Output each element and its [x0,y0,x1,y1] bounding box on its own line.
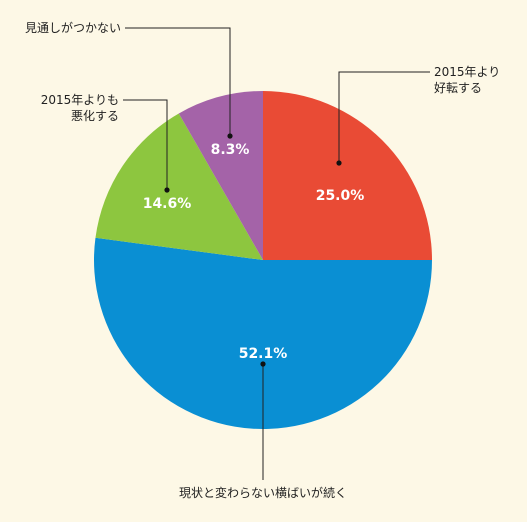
pie-slices [94,91,433,430]
slice-value-label: 52.1% [239,346,288,362]
pie-slice [94,237,433,430]
percent-labels: 25.0% 52.1% 14.6% 8.3% [143,142,365,362]
slice-value-label: 25.0% [316,188,365,204]
leader-dot [260,361,266,367]
leader-dot [164,187,170,193]
slice-category-label: 現状と変わらない横ばいが続く [179,485,347,500]
leader-line [123,99,168,190]
slice-value-label: 14.6% [143,196,192,212]
slice-category-label: 2015年よりも悪化する [41,93,119,123]
leader-dot [227,133,233,139]
pie-slice [178,91,263,260]
slice-value-label: 8.3% [211,142,250,158]
leader-line [338,71,430,163]
leader-line [125,27,231,136]
pie-slice [263,91,432,260]
slice-category-label: 2015年より好転する [434,65,500,95]
slice-category-label: 見通しがつかない [25,20,121,35]
leader-dot [336,160,342,166]
pie-slice [95,113,263,260]
